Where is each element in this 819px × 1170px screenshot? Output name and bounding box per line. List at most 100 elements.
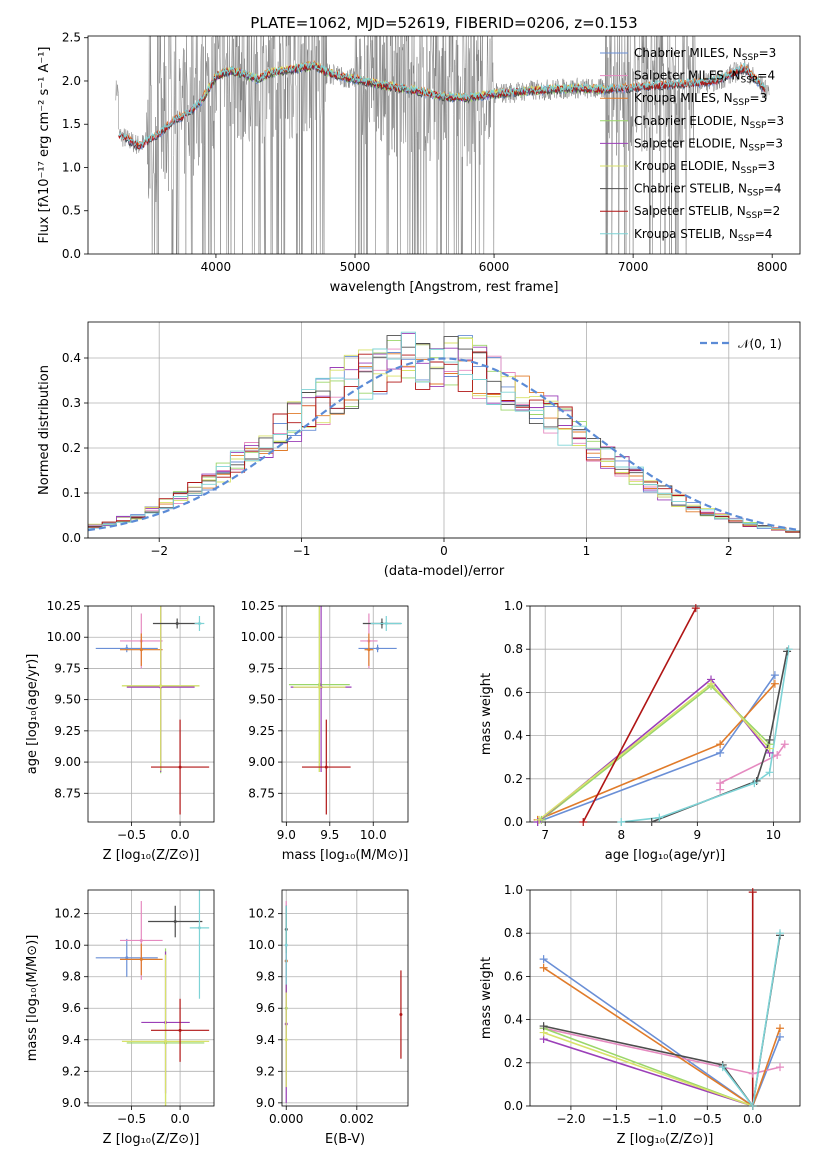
plus-marker bbox=[579, 818, 588, 826]
plus-marker bbox=[617, 818, 626, 826]
tick-label-y: 9.75 bbox=[54, 661, 81, 675]
data-point bbox=[284, 1038, 288, 1042]
plus-marker bbox=[716, 779, 725, 788]
panel-mass-weight-vs-Z: −2.0 −1.5 −1.0 −0.5 0.0 0.0 0.2 0.4 0.6 0.8 1.0 Z [… bbox=[479, 883, 801, 1147]
tick-label-y: 0.2 bbox=[504, 772, 523, 786]
plus-marker bbox=[770, 671, 779, 680]
legend-subscript: SSP bbox=[741, 76, 758, 86]
tick-label-x: −1.5 bbox=[602, 1112, 631, 1126]
legend-subscript: SSP bbox=[746, 211, 763, 221]
x-axis-label: (data-model)/error bbox=[384, 564, 505, 579]
legend-entry: Chabrier ELODIE, NSSP=3 bbox=[634, 114, 784, 131]
legend-subscript: SSP bbox=[742, 53, 759, 63]
tick-label-y: 0.0 bbox=[62, 247, 81, 261]
legend-label: Salpeter STELIB, N bbox=[634, 204, 746, 218]
tick-label-y: 10.2 bbox=[54, 907, 81, 921]
legend-entry: Chabrier MILES, NSSP=3 bbox=[634, 46, 776, 63]
tick-label-y: 9.2 bbox=[62, 1064, 81, 1078]
axes-frame bbox=[281, 889, 409, 1107]
tick-label-x: −0.5 bbox=[693, 1112, 722, 1126]
tick-label-x: 4000 bbox=[201, 260, 232, 274]
tick-label-x: 10 bbox=[766, 828, 781, 842]
figure-title: PLATE=1062, MJD=52619, FIBERID=0206, z=0… bbox=[250, 14, 637, 32]
data-point bbox=[376, 646, 380, 650]
tick-label-x: −0.5 bbox=[117, 1112, 146, 1126]
data-point bbox=[175, 621, 179, 625]
tick-label-y: 10.25 bbox=[241, 599, 275, 613]
data-point bbox=[384, 621, 388, 625]
legend-label: Chabrier MILES, N bbox=[634, 46, 742, 60]
tick-label-y: 9.0 bbox=[62, 1096, 81, 1110]
tick-label-y: 10.00 bbox=[47, 630, 81, 644]
data-point bbox=[324, 765, 328, 769]
plus-marker bbox=[716, 748, 725, 757]
plus-marker bbox=[765, 744, 774, 753]
tick-label-y: 9.4 bbox=[256, 1033, 275, 1047]
plus-marker bbox=[655, 813, 664, 822]
tick-label-x: −2 bbox=[150, 544, 168, 558]
tick-label-x: −1.0 bbox=[647, 1112, 676, 1126]
panel-residuals: −2 −1 0 1 2 0.0 0.1 0.2 0.3 0.4 (data-model)/error… bbox=[37, 321, 801, 579]
tick-label-y: 9.00 bbox=[54, 755, 81, 769]
axes-frame bbox=[529, 605, 801, 823]
tick-label-y: 9.4 bbox=[62, 1033, 81, 1047]
tick-label-x: 5000 bbox=[340, 260, 371, 274]
data-point bbox=[367, 648, 371, 652]
legend-subscript: SSP bbox=[750, 121, 767, 131]
normal-curve bbox=[88, 357, 800, 532]
legend-suffix: =3 bbox=[759, 46, 777, 60]
plot-area bbox=[543, 892, 781, 1106]
tick-label-y: 1.0 bbox=[62, 160, 81, 174]
tick-label-y: 9.00 bbox=[248, 755, 275, 769]
plus-marker bbox=[718, 1063, 727, 1072]
data-point bbox=[139, 957, 143, 961]
data-point bbox=[197, 926, 201, 930]
tick-label-x: 9 bbox=[694, 828, 702, 842]
plus-marker bbox=[539, 1022, 548, 1031]
data-point bbox=[178, 765, 182, 769]
tick-label-y: 8.75 bbox=[248, 786, 275, 800]
mass-weight-line bbox=[543, 1031, 753, 1106]
plus-marker bbox=[784, 645, 793, 654]
legend-suffix: =3 bbox=[757, 159, 775, 173]
plot-area bbox=[88, 331, 800, 533]
plus-marker bbox=[765, 735, 774, 744]
legend-subscript: SSP bbox=[748, 143, 765, 153]
data-point bbox=[173, 920, 177, 924]
residual-histogram bbox=[88, 351, 800, 533]
model-spectrum bbox=[118, 61, 766, 147]
panel-age-vs-mass: 9.0 9.5 10.0 8.75 9.00 9.25 9.50 9.75 10.00 10.25… bbox=[241, 599, 409, 863]
plus-marker bbox=[691, 604, 700, 613]
tick-label-x: 8000 bbox=[757, 260, 788, 274]
x-axis-label: mass [log₁₀(M/M⊙)] bbox=[282, 848, 409, 863]
tick-label-x: 0.0 bbox=[171, 828, 190, 842]
tick-label-y: 0.6 bbox=[504, 685, 523, 699]
plot-area bbox=[537, 607, 790, 822]
plus-marker bbox=[748, 888, 757, 897]
plus-marker bbox=[748, 1069, 757, 1078]
tick-label-y: 9.6 bbox=[256, 1001, 275, 1015]
mass-weight-line bbox=[540, 684, 771, 821]
tick-label-x: 2 bbox=[725, 544, 733, 558]
tick-label-y: 10.25 bbox=[47, 599, 81, 613]
legend-suffix: =3 bbox=[750, 91, 768, 105]
data-point bbox=[159, 684, 163, 688]
legend-label: Chabrier STELIB, N bbox=[634, 182, 747, 196]
mass-weight-line bbox=[538, 682, 771, 821]
tick-label-y: 9.50 bbox=[54, 693, 81, 707]
panel-age-vs-Z: −0.5 0.0 8.75 9.00 9.25 9.50 9.75 10.00 10.25 Z [… bbox=[25, 599, 215, 863]
plus-marker bbox=[770, 679, 779, 688]
plus-marker bbox=[750, 779, 759, 788]
y-axis-label: age [log₁₀(age/yr)] bbox=[25, 654, 40, 775]
legend-suffix: =3 bbox=[765, 136, 783, 150]
tick-label-x: −0.5 bbox=[117, 828, 146, 842]
mass-weight-line bbox=[722, 933, 781, 1106]
plus-marker bbox=[765, 768, 774, 777]
panel-mass-vs-Z: −0.5 0.0 9.0 9.2 9.4 9.6 9.8 10.0 10.2 Z [log₁₀(Z… bbox=[25, 889, 215, 1147]
x-axis-label: Z [log₁₀(Z/Z⊙)] bbox=[103, 848, 200, 863]
plus-marker bbox=[539, 955, 548, 964]
legend-subscript: SSP bbox=[733, 98, 750, 108]
plus-marker bbox=[776, 1063, 784, 1072]
y-axis-label: Normed distribution bbox=[37, 365, 52, 495]
tick-label-x: −1 bbox=[293, 544, 311, 558]
